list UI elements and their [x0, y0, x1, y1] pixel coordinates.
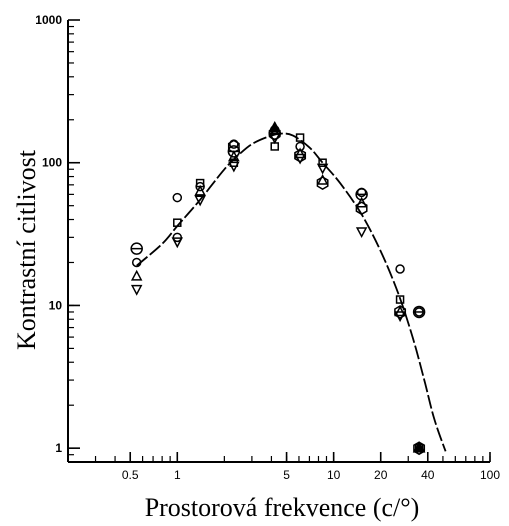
square-point — [395, 295, 405, 304]
y-tick-label: 100 — [42, 156, 62, 170]
triangle-down-point — [194, 195, 206, 207]
x-tick-label: 1 — [174, 468, 181, 482]
x-tick-label: 20 — [374, 468, 388, 482]
x-tick-label: 40 — [421, 468, 435, 482]
circle-point — [131, 257, 142, 268]
triangle-up-point — [228, 150, 240, 162]
x-tick-label: 100 — [480, 468, 500, 482]
triangle-up-point — [394, 305, 406, 317]
tick-labels: 0.5 1 5 10 20 40 100 1 10 100 1000 — [35, 13, 500, 482]
circle-cross-point — [130, 242, 143, 255]
x-tick-label: 5 — [283, 468, 290, 482]
hexagon-point — [394, 305, 407, 319]
axes — [67, 20, 490, 463]
triangle-up-point — [130, 269, 143, 281]
fit-curve — [136, 132, 447, 452]
data-points — [130, 120, 426, 456]
circle-point — [172, 232, 183, 243]
hexagon-point — [227, 139, 240, 154]
circle-point — [395, 264, 405, 274]
filled-triangle-point — [412, 441, 426, 453]
hexagon-point — [413, 441, 426, 456]
y-tick-label: 1 — [55, 441, 62, 455]
x-tick-label: 10 — [327, 468, 341, 482]
square-point — [318, 158, 327, 167]
filled-triangle-point — [268, 120, 282, 133]
triangle-down-point — [316, 163, 329, 175]
y-tick-label: 1000 — [35, 13, 62, 27]
x-tick-label: 0.5 — [122, 468, 139, 482]
x-axis-title: Prostorová frekvence (c/°) — [145, 493, 420, 522]
y-tick-label: 10 — [49, 298, 63, 312]
square-point — [173, 218, 182, 227]
triangle-up-point — [316, 173, 329, 185]
triangle-up-point — [194, 184, 206, 196]
circle-point — [172, 192, 183, 203]
triangle-up-point — [294, 147, 306, 159]
triangle-down-point — [228, 161, 240, 173]
triangle-down-point — [171, 237, 184, 249]
hexagon-point — [316, 176, 329, 190]
triangle-down-point — [294, 153, 306, 165]
hexagon-point — [294, 148, 307, 163]
tick-marks — [67, 19, 491, 463]
circle-cross-point — [355, 188, 368, 201]
circle-cross-point — [412, 305, 426, 319]
triangle-down-point — [355, 227, 368, 239]
hexagon-point — [355, 201, 368, 216]
square-point — [295, 133, 305, 142]
triangle-down-point — [130, 284, 143, 296]
y-axis-title: Kontrastní citlivost — [12, 149, 41, 350]
triangle-up-point — [355, 196, 368, 208]
